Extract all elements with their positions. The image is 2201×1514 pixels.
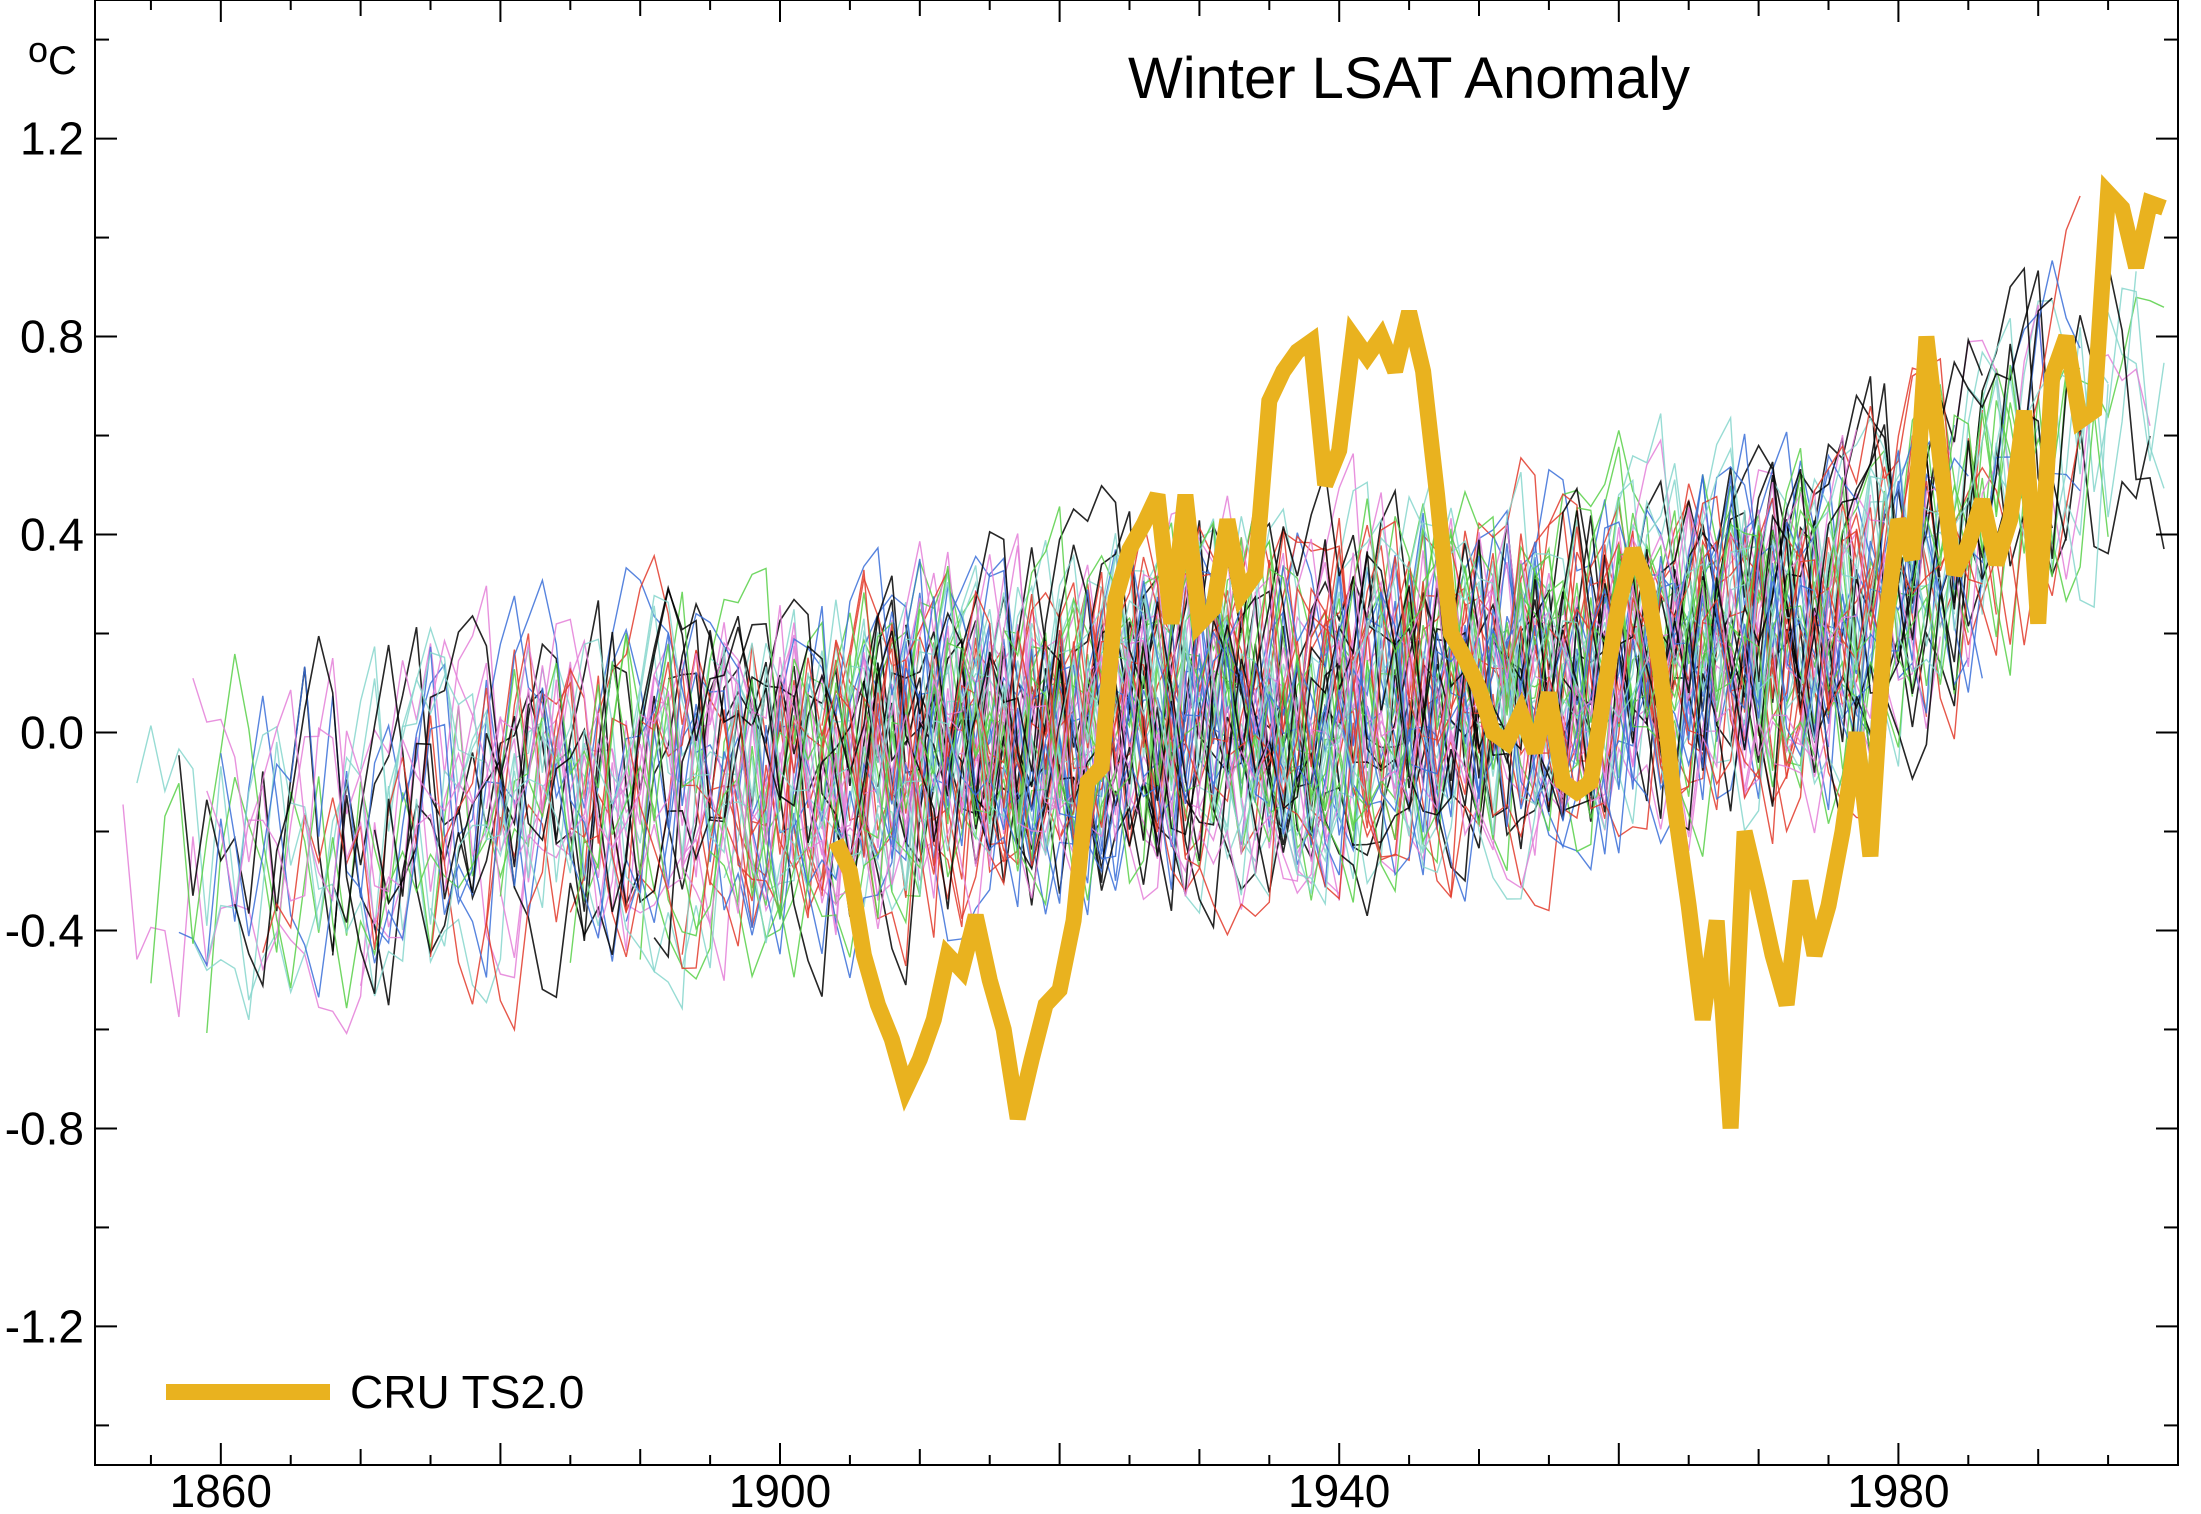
- cru-series-group: [828, 174, 2167, 1129]
- x-tick-label: 1980: [1847, 1465, 1949, 1514]
- station-series-line: [499, 364, 2053, 919]
- y-tick-label: 0.0: [20, 707, 84, 759]
- y-tick-label: 1.2: [20, 113, 84, 165]
- x-tick-label: 1860: [170, 1465, 272, 1514]
- legend-label: CRU TS2.0: [350, 1366, 584, 1418]
- x-tick-label: 1900: [729, 1465, 831, 1514]
- chart-title: Winter LSAT Anomaly: [1128, 46, 1690, 111]
- station-series-line: [429, 360, 2109, 947]
- station-series-line: [569, 367, 2081, 963]
- station-series-line: [793, 433, 1871, 887]
- station-series-line: [373, 270, 2067, 999]
- y-unit-label: oC: [28, 29, 77, 83]
- y-tick-label: -1.2: [5, 1300, 84, 1352]
- station-series-line: [653, 263, 2165, 960]
- y-tick-label: 0.8: [20, 311, 84, 363]
- axes-group: 1860 1900 1940 1980 -1.2 -0.8 -0.4 0.0 0.4 0.8 1.2: [5, 0, 2179, 1514]
- y-tick-label: -0.8: [5, 1102, 84, 1154]
- unit-superscript: o: [28, 29, 48, 70]
- y-tick-label: -0.4: [5, 904, 84, 956]
- unit-letter: C: [48, 39, 77, 83]
- station-series-line: [485, 367, 1927, 1033]
- cru-ts2-series-line: [828, 174, 2167, 1129]
- y-tick-label: 0.4: [20, 509, 84, 561]
- station-series-line: [485, 494, 1872, 914]
- x-tick-label: 1940: [1288, 1465, 1390, 1514]
- legend: CRU TS2.0: [166, 1366, 584, 1418]
